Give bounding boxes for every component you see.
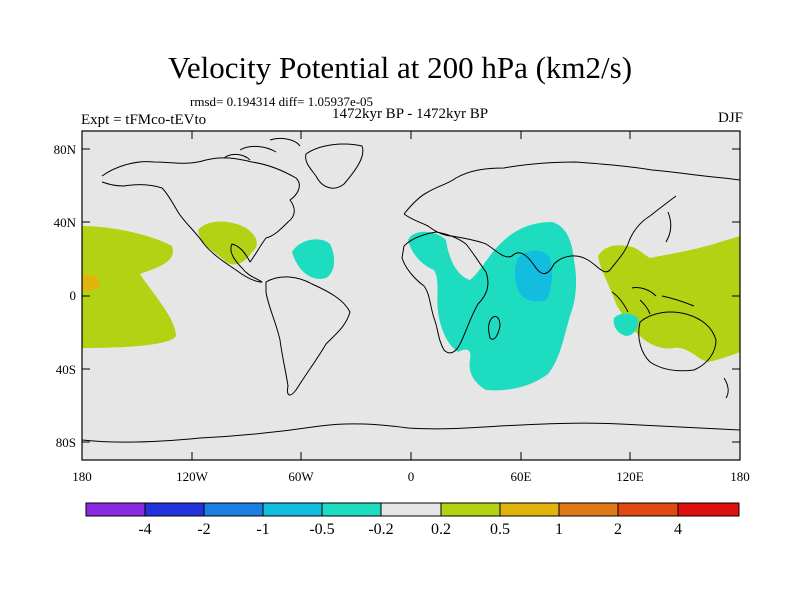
australia-coast <box>638 311 717 372</box>
lat-label-40n: 40N <box>54 215 77 230</box>
lat-label-0: 0 <box>70 288 77 303</box>
lat-label-40s: 40S <box>56 362 76 377</box>
lon-label-60w: 60W <box>288 469 314 484</box>
colorbar-box-3 <box>203 502 264 517</box>
greenland-coast <box>305 143 364 189</box>
arctic-islands <box>223 137 301 161</box>
north-america-coast <box>101 157 300 283</box>
colorbar-box-11 <box>677 502 740 517</box>
colorbar-label-6: 0.2 <box>431 521 451 538</box>
stats-text: rmsd= 0.194314 diff= 1.05937e-05 <box>190 94 374 109</box>
lon-label-120e: 120E <box>616 469 644 484</box>
antarctica-coast <box>82 422 740 443</box>
colorbar-label-7: 0.5 <box>490 521 510 538</box>
period-text: 1472kyr BP - 1472kyr BP <box>331 106 489 122</box>
lon-tick-marks <box>81 131 741 460</box>
colorbar-label-9: 2 <box>614 521 622 538</box>
colorbar-box-5 <box>321 502 382 517</box>
anomaly-fields <box>82 221 740 391</box>
colorbar-label-8: 1 <box>555 521 563 538</box>
africa-coast <box>401 231 489 354</box>
lon-label-60e: 60E <box>511 469 532 484</box>
experiment-label: Expt = tFMco-tEVto <box>81 112 207 128</box>
colorbar-box-7 <box>440 502 501 517</box>
colorbar-label-2: -2 <box>197 521 210 538</box>
lat-label-80n: 80N <box>54 142 77 157</box>
east-pacific-positive-region <box>82 226 176 348</box>
madagascar-coast <box>488 315 501 340</box>
colorbar-box-8 <box>499 502 560 517</box>
map-title: Velocity Potential at 200 hPa (km2/s) <box>167 50 633 85</box>
colorbar-box-9 <box>558 502 619 517</box>
central-america-positive-region <box>198 221 257 265</box>
coastlines <box>82 137 740 443</box>
lat-labels: 80N 40N 0 40S 80S <box>54 142 77 450</box>
lon-label-0: 0 <box>408 469 415 484</box>
colorbar: -4 -2 -1 -0.5 -0.2 0.2 0.5 1 2 4 <box>85 502 740 538</box>
lon-label-120w: 120W <box>176 469 209 484</box>
colorbar-box-4 <box>262 502 323 517</box>
lat-tick-marks <box>82 148 740 443</box>
atlantic-negative-region <box>292 239 335 279</box>
colorbar-label-3: -1 <box>256 521 269 538</box>
colorbar-box-2 <box>144 502 205 517</box>
colorbar-label-10: 4 <box>674 521 682 538</box>
east-pacific-positive-core <box>82 274 100 291</box>
new-zealand-coast <box>723 377 729 399</box>
season-label: DJF <box>717 110 743 126</box>
south-america-coast <box>265 276 351 396</box>
japan-coast <box>665 211 672 243</box>
colorbar-label-1: -4 <box>138 521 151 538</box>
colorbar-box-10 <box>617 502 679 517</box>
colorbar-box-1 <box>85 502 146 517</box>
sumatra-negative-region <box>613 313 639 336</box>
colorbar-label-5: -0.2 <box>368 521 393 538</box>
colorbar-label-4: -0.5 <box>309 521 334 538</box>
lon-labels: 180 120W 60W 0 60E 120E 180 <box>72 469 750 484</box>
maritime-islands <box>611 287 695 315</box>
colorbar-box-6 <box>380 502 442 517</box>
lon-label-180-right: 180 <box>730 469 750 484</box>
west-pacific-positive-region <box>598 236 740 362</box>
lat-label-80s: 80S <box>56 435 76 450</box>
lon-label-180-left: 180 <box>72 469 92 484</box>
arabian-sea-negative-core <box>515 250 553 302</box>
